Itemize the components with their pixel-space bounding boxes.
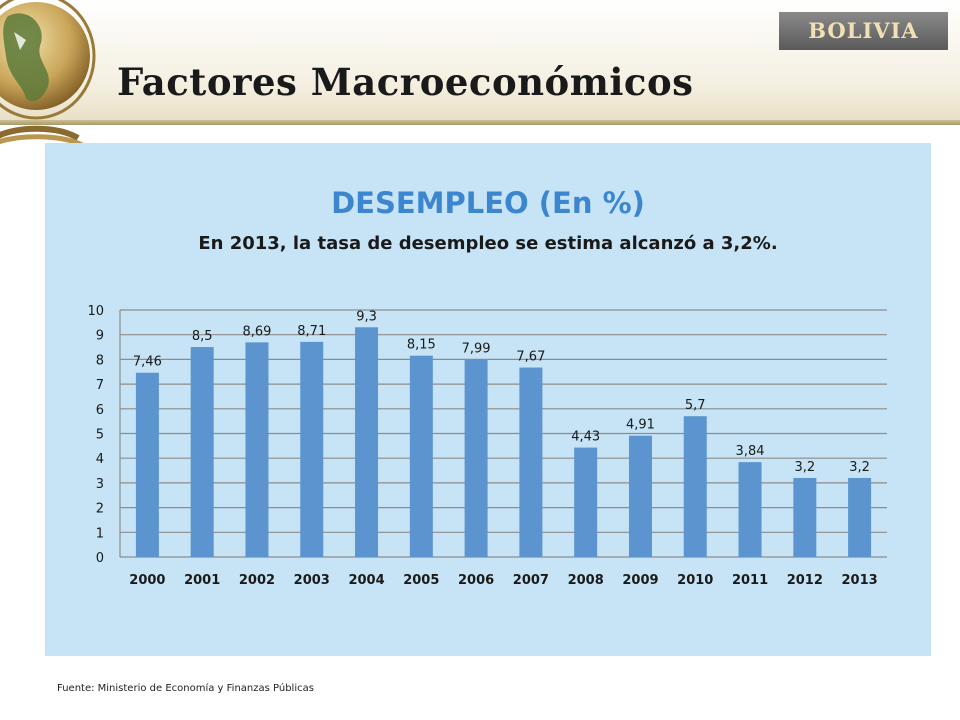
y-tick-label: 4: [96, 452, 104, 467]
bar: [465, 360, 488, 557]
globe-icon: [0, 0, 96, 154]
data-label: 7,67: [516, 350, 545, 365]
data-label: 7,46: [133, 355, 162, 370]
bar-chart: 0 1 2 3 4 5 6 7 8 9 10 7,46 2000 8,5 2001 8,69 2002 8,71 2…: [45, 143, 931, 656]
bar: [136, 373, 159, 557]
x-tick-label: 2001: [184, 573, 220, 588]
x-tick-label: 2012: [787, 573, 823, 588]
y-tick-label: 2: [96, 502, 104, 517]
header-divider: [0, 120, 960, 125]
data-label: 8,71: [297, 324, 326, 339]
x-tick-label: 2002: [239, 573, 275, 588]
data-label: 7,99: [462, 342, 491, 357]
page-title: Factores Macroeconómicos: [117, 60, 693, 104]
y-tick-label: 8: [96, 353, 104, 368]
data-label: 3,84: [736, 444, 765, 459]
y-tick-label: 7: [96, 378, 104, 393]
x-tick-label: 2003: [294, 573, 330, 588]
x-tick-label: 2008: [568, 573, 604, 588]
bar: [355, 327, 378, 557]
x-tick-label: 2013: [842, 573, 878, 588]
y-tick-label: 3: [96, 477, 104, 492]
y-tick-label: 1: [96, 526, 104, 541]
country-badge: BOLIVIA: [779, 12, 948, 50]
data-label: 4,43: [571, 430, 600, 445]
bar: [191, 347, 214, 557]
x-tick-label: 2009: [622, 573, 658, 588]
data-label: 8,15: [407, 338, 436, 353]
data-label: 3,2: [794, 460, 815, 475]
bar: [629, 436, 652, 557]
x-tick-label: 2011: [732, 573, 768, 588]
x-tick-label: 2004: [348, 573, 384, 588]
y-tick-label: 6: [96, 403, 104, 418]
bar: [574, 448, 597, 557]
x-tick-label: 2006: [458, 573, 494, 588]
data-label: 3,2: [849, 460, 870, 475]
y-tick-label: 10: [87, 304, 104, 319]
y-tick-label: 5: [96, 428, 104, 443]
chart-panel: DESEMPLEO (En %) En 2013, la tasa de des…: [45, 143, 931, 656]
data-label: 4,91: [626, 418, 655, 433]
source-note: Fuente: Ministerio de Economía y Finanza…: [57, 683, 314, 694]
y-tick-label: 0: [96, 551, 104, 566]
bar: [245, 342, 268, 557]
bar: [300, 342, 323, 557]
bar: [684, 416, 707, 557]
bar: [739, 462, 762, 557]
x-tick-label: 2007: [513, 573, 549, 588]
bar: [519, 368, 542, 557]
x-tick-label: 2005: [403, 573, 439, 588]
data-label: 8,5: [192, 329, 213, 344]
bar: [848, 478, 871, 557]
x-tick-label: 2010: [677, 573, 713, 588]
x-tick-label: 2000: [129, 573, 165, 588]
bar: [793, 478, 816, 557]
data-label: 9,3: [356, 309, 377, 324]
data-label: 5,7: [685, 398, 706, 413]
bar: [410, 356, 433, 557]
y-tick-label: 9: [96, 329, 104, 344]
data-label: 8,69: [242, 324, 271, 339]
